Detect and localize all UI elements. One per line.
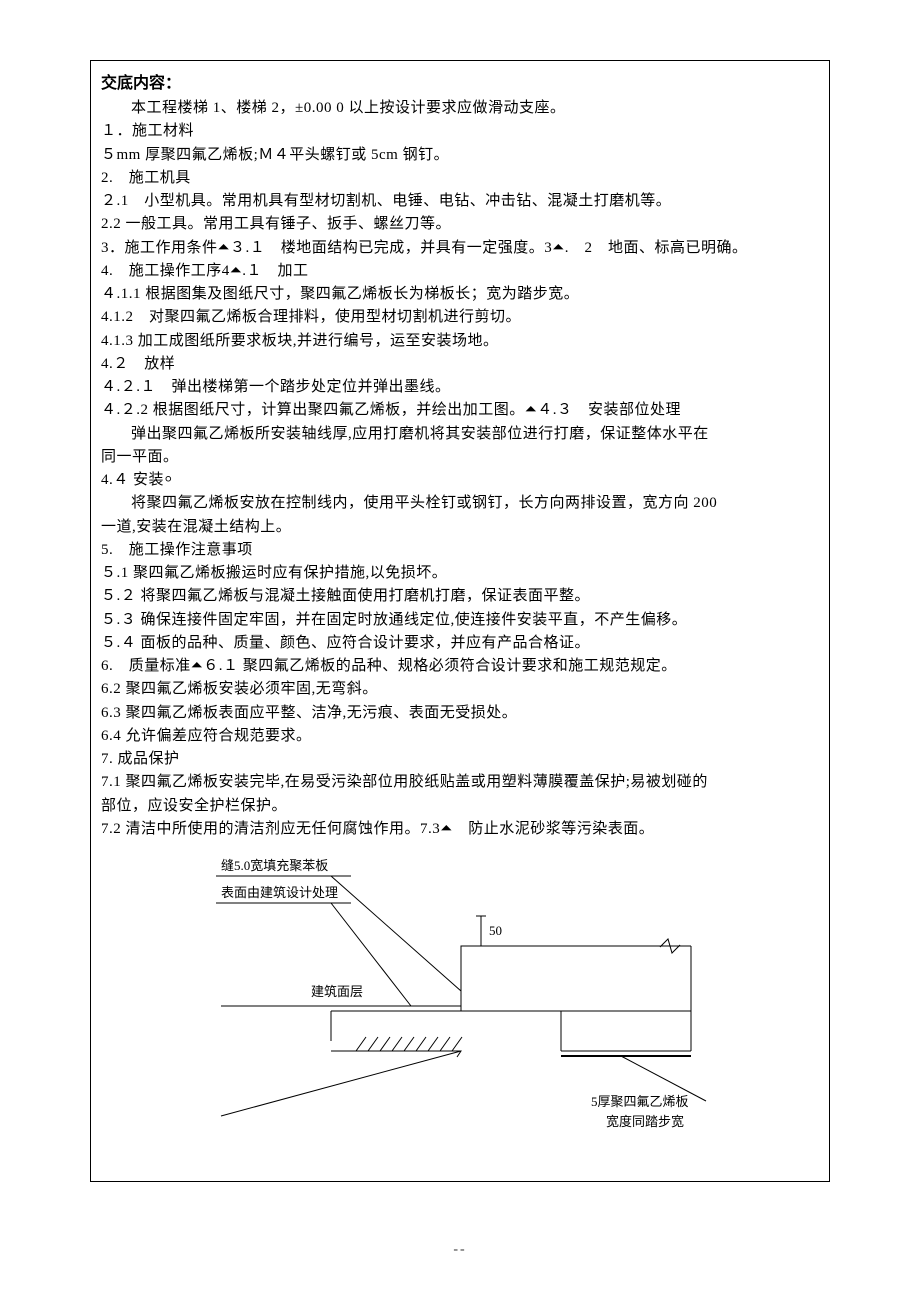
body-line: 2. 施工机具: [101, 167, 819, 190]
body-line: 4.1.2 对聚四氟乙烯板合理排料，使用型材切割机进行剪切。: [101, 306, 819, 329]
body-line: ５.1 聚四氟乙烯板搬运时应有保护措施,以免损坏。: [101, 562, 819, 585]
svg-text:50: 50: [489, 923, 502, 938]
diagram-container: 缝5.0宽填充聚苯板表面由建筑设计处理 50 建筑面层 5厚聚四氟乙烯板宽度同踏步宽: [101, 841, 819, 1171]
body-line: 2.2 一般工具。常用工具有锤子、扳手、螺丝刀等。: [101, 213, 819, 236]
body-line: 将聚四氟乙烯板安放在控制线内，使用平头栓钉或钢钉，长方向两排设置，宽方向 200: [101, 492, 819, 515]
body-line: ５.２ 将聚四氟乙烯板与混凝土接触面使用打磨机打磨，保证表面平整。: [101, 585, 819, 608]
section-title: 交底内容：: [101, 69, 819, 93]
body-line: ５.３ 确保连接件固定牢固，并在固定时放通线定位,使连接件安装平直，不产生偏移。: [101, 609, 819, 632]
body-line: 5. 施工操作注意事项: [101, 539, 819, 562]
body-line: 4.1.3 加工成图纸所要求板块,并进行编号，运至安装场地。: [101, 330, 819, 353]
svg-text:建筑面层: 建筑面层: [311, 984, 363, 999]
content-box: 交底内容： 本工程楼梯 1、楼梯 2，±0.00 0 以上按设计要求应做滑动支座…: [90, 60, 830, 1182]
body-line: ５.４ 面板的品种、质量、颜色、应符合设计要求，并应有产品合格证。: [101, 632, 819, 655]
body-line: 6.3 聚四氟乙烯板表面应平整、洁净,无污痕、表面无受损处。: [101, 702, 819, 725]
svg-text:5厚聚四氟乙烯板: 5厚聚四氟乙烯板: [591, 1094, 689, 1109]
svg-text:宽度同踏步宽: 宽度同踏步宽: [606, 1114, 684, 1129]
body-line: 同一平面。: [101, 446, 819, 469]
body-line: 7. 成品保护: [101, 748, 819, 771]
body-line: ４.２.2 根据图纸尺寸，计算出聚四氟乙烯板，并绘出加工图。⏶４.３ 安装部位处…: [101, 399, 819, 422]
body-line: 7.2 清洁中所使用的清洁剂应无任何腐蚀作用。7.3⏶ 防止水泥砂浆等污染表面。: [101, 818, 819, 841]
body-line: 4. 施工操作工序4⏶.１ 加工: [101, 260, 819, 283]
body-line: 一道,安装在混凝土结构上。: [101, 516, 819, 539]
body-line: 本工程楼梯 1、楼梯 2，±0.00 0 以上按设计要求应做滑动支座。: [101, 97, 819, 120]
body-line: ５mm 厚聚四氟乙烯板;Ｍ４平头螺钉或 5cm 钢钉。: [101, 144, 819, 167]
body-line: 6.2 聚四氟乙烯板安装必须牢固,无弯斜。: [101, 678, 819, 701]
body-line: 6.4 允许偏差应符合规范要求。: [101, 725, 819, 748]
body-line: ４.1.1 根据图集及图纸尺寸，聚四氟乙烯板长为梯板长；宽为踏步宽。: [101, 283, 819, 306]
body-line: 3．施工作用条件⏶３.１ 楼地面结构已完成，并具有一定强度。3⏶. 2 地面、标…: [101, 237, 819, 260]
body-line: 7.1 聚四氟乙烯板安装完毕,在易受污染部位用胶纸贴盖或用塑料薄膜覆盖保护;易被…: [101, 771, 819, 794]
body-line: 4.４ 安装⸰: [101, 469, 819, 492]
body-line: １．施工材料: [101, 120, 819, 143]
construction-diagram: 缝5.0宽填充聚苯板表面由建筑设计处理 50 建筑面层 5厚聚四氟乙烯板宽度同踏步宽: [161, 851, 721, 1151]
document-page: 交底内容： 本工程楼梯 1、楼梯 2，±0.00 0 以上按设计要求应做滑动支座…: [0, 0, 920, 1298]
body-line: 弹出聚四氟乙烯板所安装轴线厚,应用打磨机将其安装部位进行打磨，保证整体水平在: [101, 423, 819, 446]
page-footer: --: [90, 1242, 830, 1258]
body-line: 部位，应设安全护栏保护。: [101, 795, 819, 818]
body-lines: 本工程楼梯 1、楼梯 2，±0.00 0 以上按设计要求应做滑动支座。１．施工材…: [101, 97, 819, 841]
body-line: ２.1 小型机具。常用机具有型材切割机、电锤、电钻、冲击钻、混凝土打磨机等。: [101, 190, 819, 213]
svg-text:缝5.0宽填充聚苯板: 缝5.0宽填充聚苯板: [221, 858, 328, 873]
body-line: 4.２ 放样: [101, 353, 819, 376]
body-line: ４.２.１ 弹出楼梯第一个踏步处定位并弹出墨线。: [101, 376, 819, 399]
body-line: 6. 质量标准⏶６.１ 聚四氟乙烯板的品种、规格必须符合设计要求和施工规范规定。: [101, 655, 819, 678]
svg-text:表面由建筑设计处理: 表面由建筑设计处理: [221, 885, 338, 900]
